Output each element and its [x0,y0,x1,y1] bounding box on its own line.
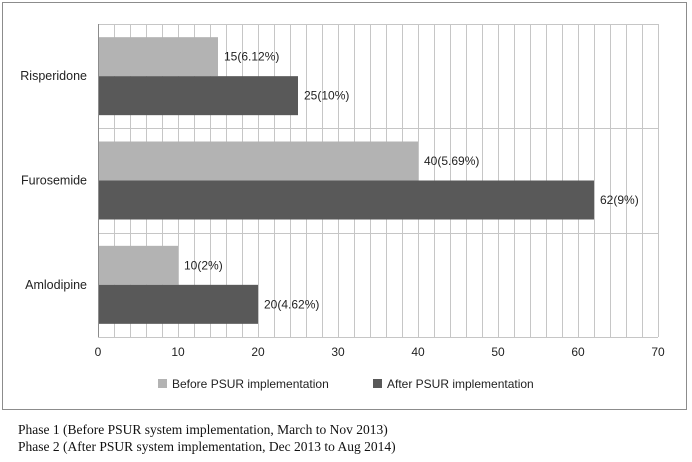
category-label: Furosemide [21,174,87,188]
chart-frame: 15(6.12%) 25(10%) 40(5.69%) 62(9%) 10(2%) 20(… [2,2,687,410]
data-label: 40(5.69%) [424,154,479,168]
x-tick-label: 40 [411,345,425,359]
category-label: Amlodipine [25,278,87,292]
caption-line-1: Phase 1 (Before PSUR system implementati… [18,422,388,437]
bar-chart: 15(6.12%) 25(10%) 40(5.69%) 62(9%) 10(2%) 20(… [20,24,665,391]
x-tick-label: 60 [571,345,585,359]
data-label: 20(4.62%) [264,297,319,311]
bar-risperidone-before [99,37,218,77]
x-tick-label: 50 [491,345,505,359]
x-tick-label: 70 [651,345,665,359]
data-label: 25(10%) [304,89,349,103]
figure-caption: Phase 1 (Before PSUR system implementati… [18,421,678,455]
x-tick-label: 10 [171,345,185,359]
x-tick-labels: 0 10 20 30 40 50 60 70 [95,345,665,359]
x-tick-label: 30 [331,345,345,359]
legend-swatch [158,379,167,388]
data-label: 10(2%) [184,258,223,272]
category-label: Risperidone [20,69,87,83]
bar-amlodipine-after [99,284,258,324]
bar-risperidone-after [99,76,298,116]
data-label: 62(9%) [600,193,639,207]
bars: 15(6.12%) 25(10%) 40(5.69%) 62(9%) 10(2%) 20(… [99,37,639,324]
caption-line-2: Phase 2 (After PSUR system implementatio… [18,439,396,454]
bar-amlodipine-before [99,245,178,285]
bar-furosemide-after [99,180,594,220]
legend-label: After PSUR implementation [387,377,534,391]
legend-label: Before PSUR implementation [172,377,329,391]
bar-furosemide-before [99,141,418,181]
legend: Before PSUR implementation After PSUR imp… [158,377,534,391]
data-label: 15(6.12%) [224,50,279,64]
x-tick-label: 20 [251,345,265,359]
x-tick-label: 0 [95,345,102,359]
category-labels: Risperidone Furosemide Amlodipine [20,69,87,292]
legend-swatch [373,379,382,388]
